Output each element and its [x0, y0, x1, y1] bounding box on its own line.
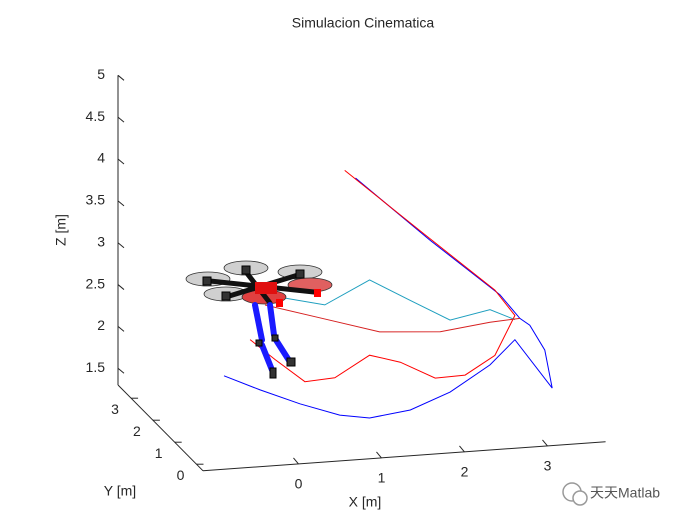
z-tick-label: 3.5: [86, 192, 106, 208]
z-tick: [117, 200, 125, 207]
x-tick: [376, 451, 382, 459]
trajectory: [264, 304, 520, 333]
chart-title: Simulacion Cinematica: [292, 15, 435, 31]
x-tick-label: 0: [295, 476, 303, 492]
z-tick-label: 4.5: [86, 108, 106, 124]
z-axis-label: Z [m]: [53, 214, 69, 246]
y-tick-label: 3: [111, 401, 119, 417]
trajectory: [223, 177, 553, 419]
y-tick-label: 2: [133, 423, 141, 439]
z-tick: [117, 242, 125, 249]
x-axis-label: X [m]: [349, 494, 382, 510]
z-tick-label: 2: [97, 317, 105, 333]
y-axis: [117, 384, 204, 472]
z-tick-label: 2.5: [86, 275, 106, 291]
y-axis-label: Y [m]: [104, 483, 136, 499]
trajectory: [249, 170, 516, 383]
z-tick: [117, 74, 125, 81]
z-tick-label: 1.5: [86, 359, 106, 375]
x-tick: [293, 457, 299, 465]
z-tick: [117, 326, 125, 332]
z-tick-label: 4: [97, 150, 105, 166]
x-tick-label: 3: [544, 458, 552, 474]
z-tick-label: 5: [97, 66, 105, 82]
z-tick: [117, 284, 125, 290]
z-tick-label: 3: [97, 233, 105, 249]
watermark: 天天Matlab: [562, 482, 660, 506]
x-tick-label: 1: [378, 470, 386, 486]
x-axis: [202, 441, 606, 472]
z-tick: [117, 116, 125, 123]
trajectory: [279, 279, 516, 321]
z-tick: [117, 158, 125, 165]
watermark-text: 天天Matlab: [590, 485, 660, 501]
drone: [185, 260, 333, 379]
y-tick-label: 0: [177, 467, 185, 483]
x-tick-label: 2: [461, 464, 469, 480]
x-tick: [459, 445, 465, 453]
z-tick: [117, 367, 125, 374]
y-tick-label: 1: [155, 445, 163, 461]
x-tick: [542, 439, 548, 447]
